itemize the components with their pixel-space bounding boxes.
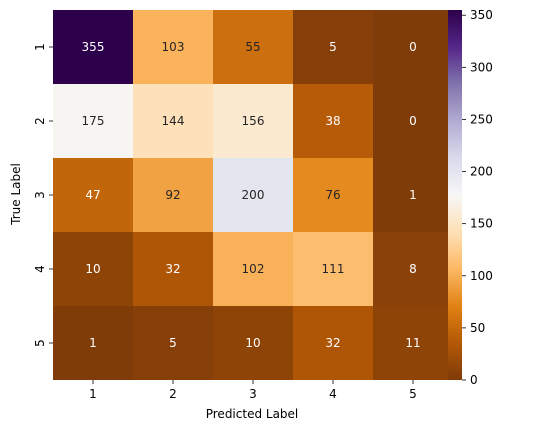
heatmap-cell-label: 102 — [242, 262, 265, 276]
x-tick-label: 4 — [329, 387, 337, 401]
heatmap-cell — [53, 158, 133, 232]
heatmap-cell — [213, 232, 293, 306]
heatmap-cell — [293, 306, 373, 380]
heatmap-cell-label: 1 — [89, 336, 97, 350]
heatmap-cell-label: 156 — [242, 114, 265, 128]
y-axis-label: True Label — [9, 163, 23, 226]
heatmap-cell-label: 11 — [405, 336, 420, 350]
heatmap-cell-label: 355 — [82, 40, 105, 54]
heatmap-cell — [53, 306, 133, 380]
x-axis-label: Predicted Label — [206, 407, 299, 421]
y-tick-label: 3 — [33, 191, 47, 199]
heatmap-cell-label: 5 — [169, 336, 177, 350]
colorbar-tick-label: 250 — [470, 112, 493, 126]
colorbar-tick-label: 350 — [470, 8, 493, 22]
colorbar-tick-label: 0 — [470, 373, 478, 387]
colorbar-tick-label: 200 — [470, 165, 493, 179]
heatmap-cell — [293, 232, 373, 306]
heatmap-cell — [373, 306, 453, 380]
heatmap-cells — [53, 10, 453, 380]
y-tick-label: 5 — [33, 339, 47, 347]
colorbar-ticks: 0 50 100 150 200 250 300 350 — [462, 8, 493, 387]
y-tick-label: 2 — [33, 117, 47, 125]
heatmap-cell — [213, 84, 293, 158]
heatmap-cell — [133, 158, 213, 232]
heatmap-cell-label: 0 — [409, 40, 417, 54]
heatmap-cell-label: 8 — [409, 262, 417, 276]
heatmap-cell — [133, 84, 213, 158]
heatmap-cell — [293, 158, 373, 232]
x-tick-label: 3 — [249, 387, 257, 401]
x-tick-label: 2 — [169, 387, 177, 401]
heatmap-cell — [213, 158, 293, 232]
x-tick-label: 5 — [409, 387, 417, 401]
x-axis-ticks: 1 2 3 4 5 — [89, 380, 417, 401]
heatmap-cell-label: 32 — [165, 262, 180, 276]
y-tick-label: 4 — [33, 265, 47, 273]
heatmap-cell — [373, 10, 453, 84]
heatmap-cell — [133, 10, 213, 84]
colorbar-gradient — [448, 10, 462, 380]
heatmap-cell — [133, 306, 213, 380]
heatmap-cell-label: 103 — [162, 40, 185, 54]
colorbar-tick-label: 100 — [470, 269, 493, 283]
heatmap-cell — [53, 84, 133, 158]
heatmap-cell-label: 47 — [85, 188, 100, 202]
heatmap-cell-label: 200 — [242, 188, 265, 202]
heatmap-cell-label: 76 — [325, 188, 340, 202]
colorbar-tick-label: 50 — [470, 321, 485, 335]
heatmap-cell-label: 0 — [409, 114, 417, 128]
heatmap-cell-label: 55 — [245, 40, 260, 54]
heatmap-cell — [213, 10, 293, 84]
heatmap-cell-label: 144 — [162, 114, 185, 128]
heatmap-cell — [293, 84, 373, 158]
y-tick-label: 1 — [33, 43, 47, 51]
heatmap-cell — [53, 10, 133, 84]
heatmap-cell — [133, 232, 213, 306]
heatmap-cell-label: 10 — [245, 336, 260, 350]
y-axis-ticks: 1 2 3 4 5 — [33, 43, 53, 347]
heatmap-cell-label: 38 — [325, 114, 340, 128]
heatmap-cell — [53, 232, 133, 306]
heatmap-cell — [293, 10, 373, 84]
heatmap-cell — [373, 158, 453, 232]
heatmap-cell-label: 5 — [329, 40, 337, 54]
heatmap-cell — [373, 84, 453, 158]
heatmap-cell-label: 111 — [322, 262, 345, 276]
heatmap-cell-label: 92 — [165, 188, 180, 202]
colorbar-tick-label: 150 — [470, 217, 493, 231]
heatmap-cell-label: 32 — [325, 336, 340, 350]
colorbar: 0 50 100 150 200 250 300 350 — [448, 8, 493, 387]
heatmap-cell — [373, 232, 453, 306]
heatmap-cell-label: 10 — [85, 262, 100, 276]
heatmap-cell-label: 1 — [409, 188, 417, 202]
colorbar-tick-label: 300 — [470, 60, 493, 74]
heatmap-cell — [213, 306, 293, 380]
heatmap-cell-label: 175 — [82, 114, 105, 128]
x-tick-label: 1 — [89, 387, 97, 401]
